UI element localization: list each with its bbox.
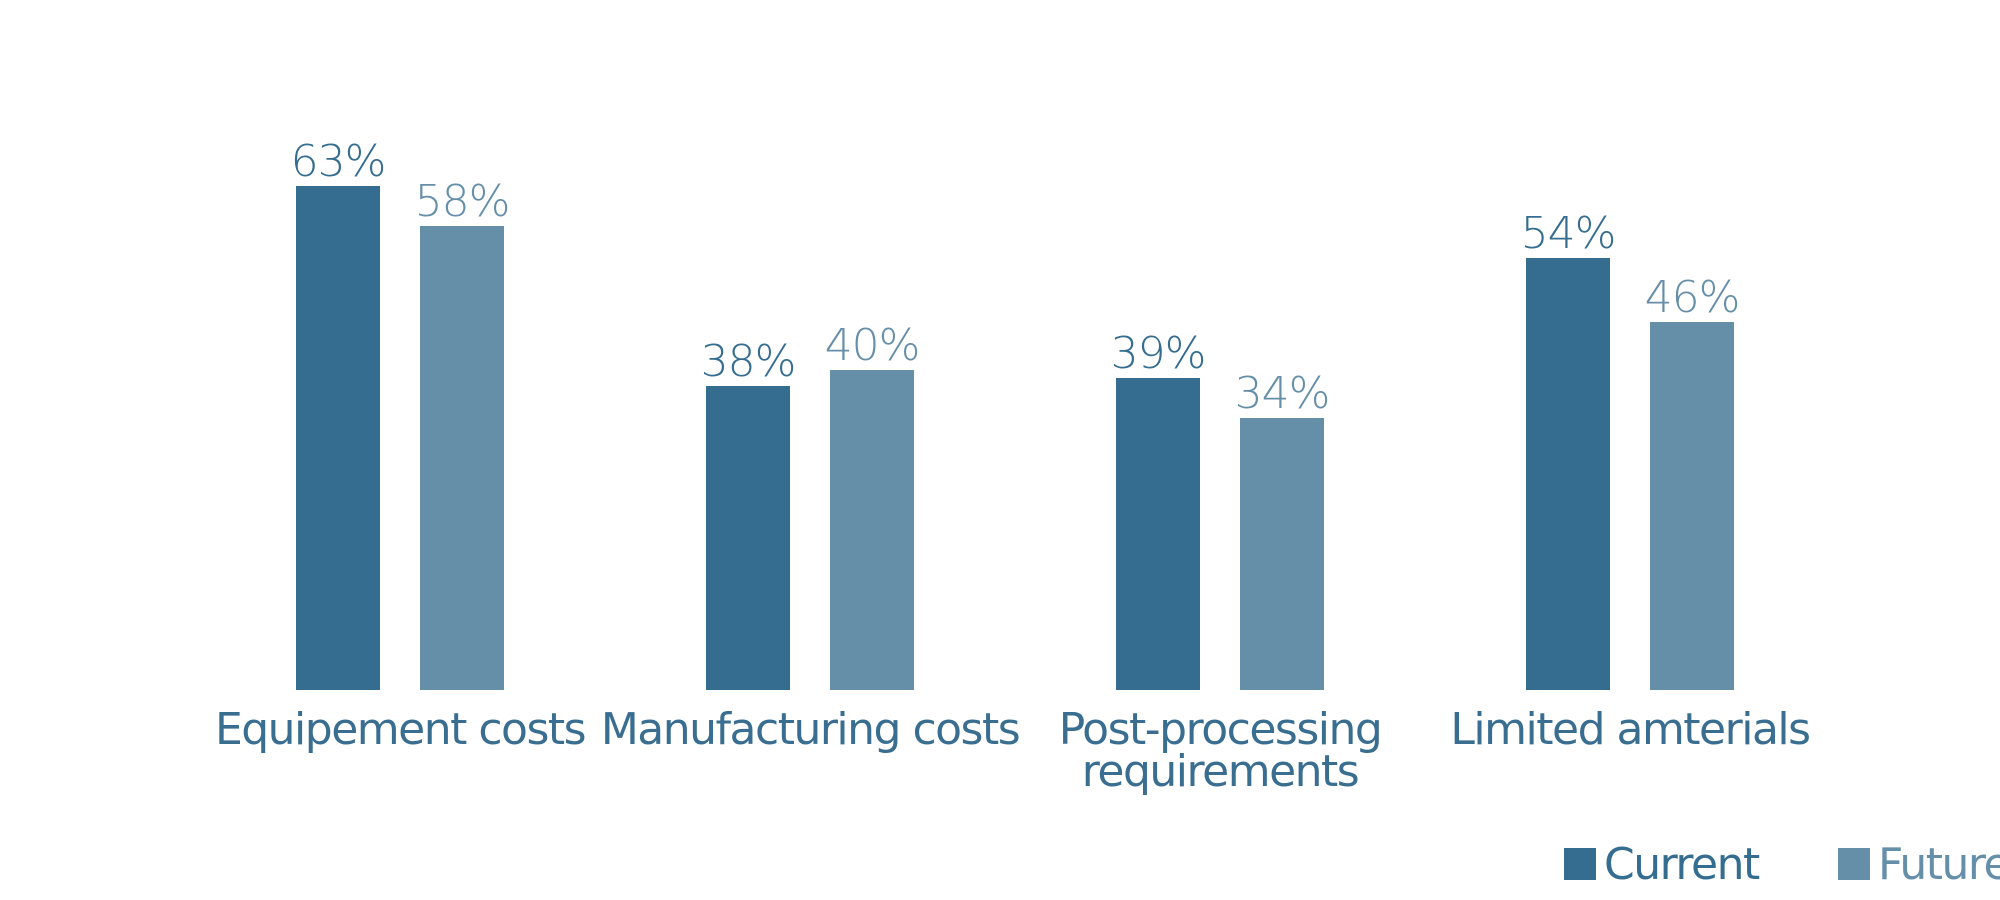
category-labels-layer: Equipement costs Manufacturing costs Post-… [215, 704, 1811, 797]
bars-layer [296, 186, 1734, 690]
legend-swatch-current [1564, 848, 1596, 880]
bar-future-0 [420, 226, 504, 690]
value-labels-layer: 63% 38% 39% 54% 58% 40% 34% 46% [291, 136, 1741, 419]
value-label-current-0: 63% [291, 136, 386, 187]
legend-label-current: Current [1604, 839, 1760, 890]
bar-current-2 [1116, 378, 1200, 690]
legend-label-future: Future [1878, 839, 2000, 890]
bar-current-3 [1526, 258, 1610, 690]
bar-current-0 [296, 186, 380, 690]
bar-future-1 [830, 370, 914, 690]
value-label-current-3: 54% [1521, 208, 1616, 259]
bar-current-1 [706, 386, 790, 690]
category-label-0: Equipement costs [215, 704, 585, 755]
value-label-current-2: 39% [1111, 328, 1206, 379]
value-label-future-1: 40% [825, 320, 920, 371]
value-label-current-1: 38% [701, 336, 796, 387]
category-label-2-line-0: Post-processing [1059, 704, 1382, 755]
legend: Current Future [1564, 839, 2000, 890]
legend-swatch-future [1838, 848, 1870, 880]
category-label-2-line-1: requirements [1082, 746, 1358, 797]
value-label-future-3: 46% [1645, 272, 1740, 323]
bar-future-2 [1240, 418, 1324, 690]
bar-future-3 [1650, 322, 1734, 690]
value-label-future-2: 34% [1235, 368, 1330, 419]
category-label-3: Limited amterials [1450, 704, 1809, 755]
value-label-future-0: 58% [415, 176, 510, 227]
category-label-1: Manufacturing costs [601, 704, 1019, 755]
